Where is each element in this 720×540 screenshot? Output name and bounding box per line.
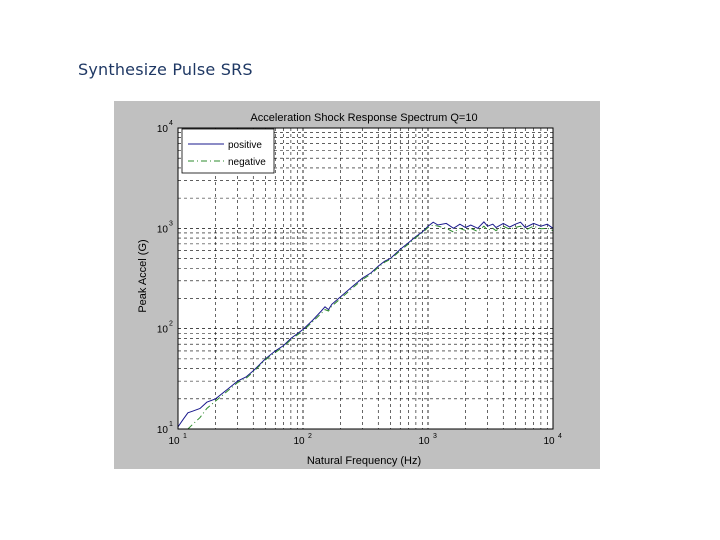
x-tick-label: 10: [543, 436, 555, 447]
legend-negative-label: negative: [228, 157, 266, 168]
chart-title: Acceleration Shock Response Spectrum Q=1…: [250, 112, 477, 124]
x-tick-label: 10: [293, 436, 305, 447]
x-tick-label: 10: [418, 436, 430, 447]
axes-background: [178, 128, 553, 429]
x-tick-exponent: 3: [433, 433, 437, 440]
axes-frame: [177, 127, 554, 430]
x-tick-label: 10: [168, 436, 180, 447]
y-tick-label: 10: [157, 124, 169, 135]
series-line-negative: [187, 224, 554, 430]
chart-figure: 10 1 10 2 10 3 10 4 10 1 10 2 10 3 10 4 Acceleration Sh…: [114, 101, 600, 469]
y-tick-exponent: 1: [169, 421, 173, 428]
slide-title: Synthesize Pulse SRS: [78, 60, 253, 79]
series-line-positive: [177, 221, 554, 428]
legend-box: [181, 128, 275, 174]
y-tick-exponent: 3: [169, 220, 173, 227]
y-axis-label: Peak Accel (G): [137, 239, 149, 312]
series-layer: [177, 221, 554, 430]
y-tick-exponent: 4: [169, 120, 173, 127]
y-tick-label: 10: [157, 425, 169, 436]
x-axis-label: Natural Frequency (Hz): [307, 455, 421, 467]
x-tick-exponent: 1: [183, 433, 187, 440]
legend-positive-label: positive: [228, 140, 262, 151]
legend: positive negative: [181, 128, 275, 174]
y-tick-label: 10: [157, 224, 169, 235]
x-tick-exponent: 4: [558, 433, 562, 440]
y-tick-label: 10: [157, 325, 169, 336]
y-tick-exponent: 2: [169, 321, 173, 328]
x-tick-exponent: 2: [308, 433, 312, 440]
